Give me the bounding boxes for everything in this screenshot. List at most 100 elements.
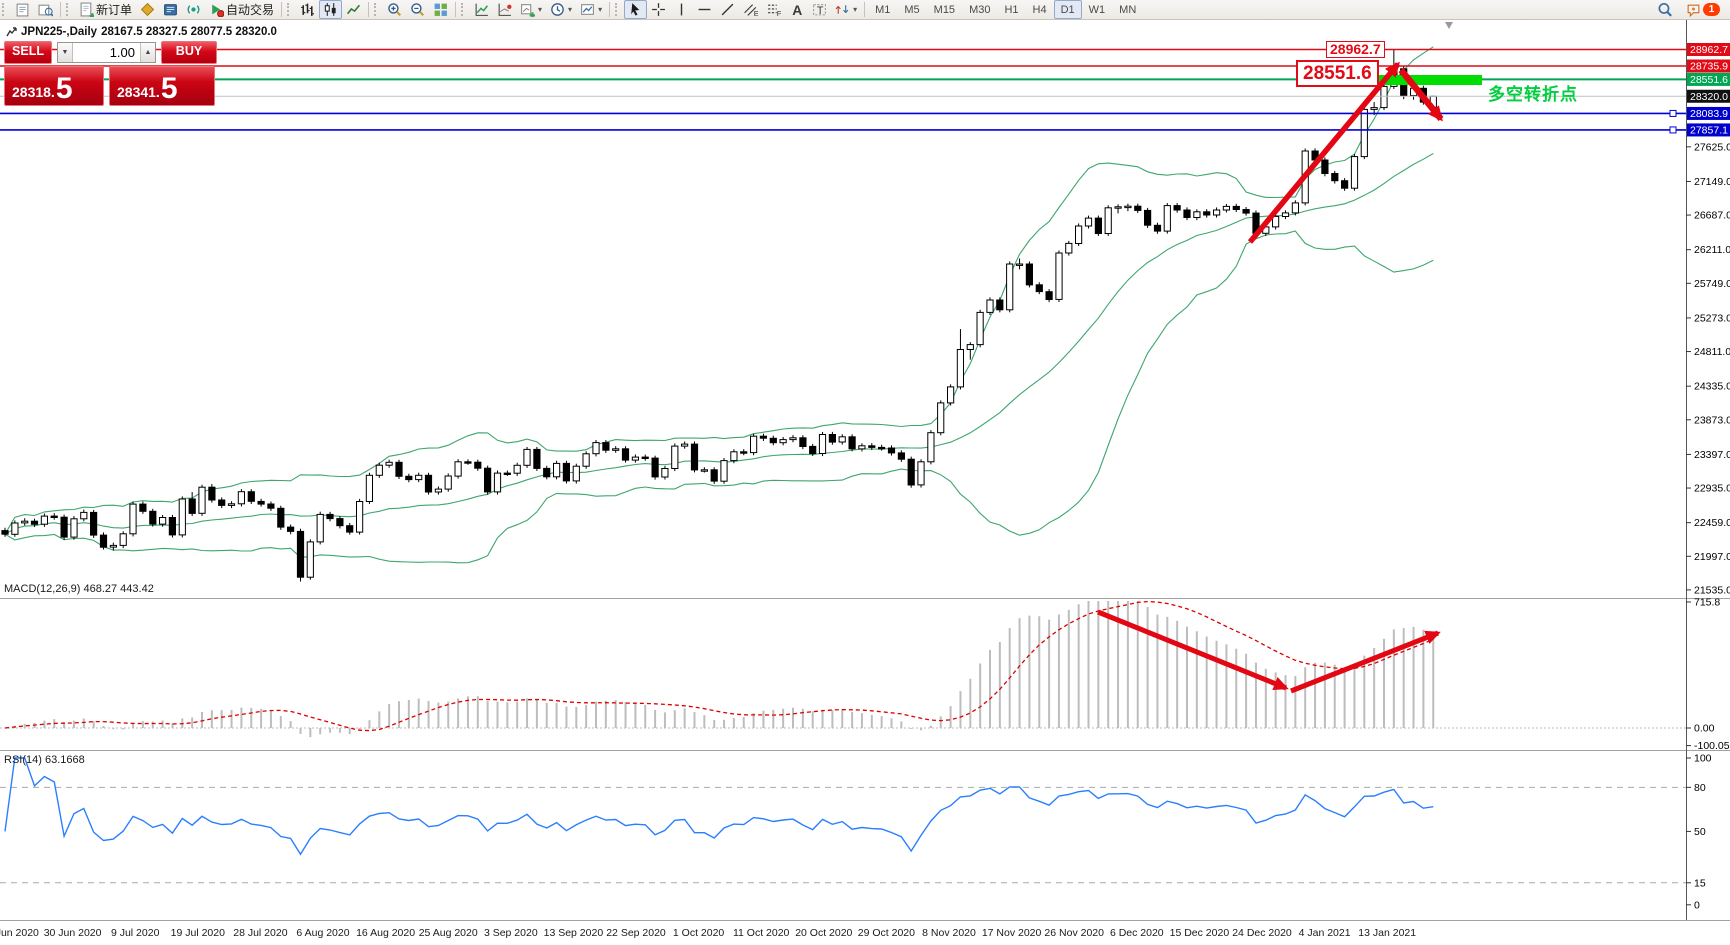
new-order-button[interactable]: 新订单: [75, 0, 136, 19]
timeframe-mn-button[interactable]: MN: [1119, 3, 1137, 16]
svg-text:9 Jul 2020: 9 Jul 2020: [111, 927, 160, 939]
svg-text:24 Dec 2020: 24 Dec 2020: [1232, 927, 1292, 939]
periods-button[interactable]: ▾: [546, 0, 576, 19]
arrows-button[interactable]: ▾: [831, 0, 861, 19]
toolbar-group-handle[interactable]: [615, 3, 622, 16]
search-button[interactable]: [1653, 0, 1676, 19]
search-icon: [1658, 2, 1672, 17]
svg-text:16 Aug 2020: 16 Aug 2020: [356, 927, 415, 939]
sell-button[interactable]: SELL: [4, 40, 52, 64]
notifications-icon: [1687, 4, 1700, 17]
profiles-button[interactable]: [11, 0, 34, 19]
time-axis[interactable]: 21 Jun 2020 30 Jun 2020 9 Jul 2020 19 Jul 2…: [0, 927, 1416, 939]
svg-text:15: 15: [1694, 877, 1706, 889]
timeframe-h4-button[interactable]: H4: [1032, 3, 1047, 16]
text-label-icon: T: [813, 4, 827, 17]
fibonacci-button[interactable]: F: [762, 0, 785, 19]
price-up-arrow[interactable]: [1247, 61, 1401, 244]
crosshair-button[interactable]: [647, 0, 670, 19]
indicators-button[interactable]: [470, 0, 493, 19]
toolbar-group-handle[interactable]: [66, 3, 73, 16]
svg-text:28551.6: 28551.6: [1690, 74, 1728, 86]
new-order-label: 新订单: [96, 3, 133, 17]
timeframe-w1-button[interactable]: W1: [1088, 3, 1106, 16]
macd-down-arrow[interactable]: [1097, 609, 1289, 691]
indicators-list-button[interactable]: [493, 0, 516, 19]
chart-title-ohlc: 28167.5 28327.5 28077.5 28320.0: [101, 26, 277, 38]
svg-text:6 Dec 2020: 6 Dec 2020: [1110, 927, 1164, 939]
zoom-out-button[interactable]: [406, 0, 429, 19]
vertical-line-button[interactable]: [670, 0, 693, 19]
autotrading-button[interactable]: 自动交易: [205, 0, 278, 19]
toolbar-group-handle[interactable]: [287, 3, 294, 16]
svg-text:21 Jun 2020: 21 Jun 2020: [0, 927, 39, 939]
bar-chart-button[interactable]: [296, 0, 319, 19]
timeframe-h1-button[interactable]: H1: [1004, 3, 1019, 16]
toolbar-group-handle[interactable]: [2, 3, 9, 16]
periods-dropdown-icon[interactable]: ▾: [568, 5, 573, 14]
fibonacci-icon: F: [768, 4, 781, 17]
level-price-annotation[interactable]: 28551.6: [1296, 60, 1379, 87]
volume-decrease-button[interactable]: ▼: [58, 42, 73, 62]
metaeditor-button[interactable]: [136, 0, 159, 19]
pane-separators[interactable]: [0, 598, 1730, 921]
svg-text:28 Jul 2020: 28 Jul 2020: [233, 927, 287, 939]
timeframe-m15-button[interactable]: M15: [933, 3, 956, 16]
cursor-button[interactable]: [624, 0, 648, 19]
new-order-icon: [80, 2, 94, 17]
toolbar-group-handle[interactable]: [461, 3, 468, 16]
data-window-button[interactable]: [34, 0, 57, 19]
svg-text:30 Jun 2020: 30 Jun 2020: [44, 927, 102, 939]
text-icon: A: [792, 2, 802, 17]
timeframe-d1-button[interactable]: D1: [1053, 0, 1082, 19]
toolbar-group-handle[interactable]: [374, 3, 381, 16]
terminal-button[interactable]: [159, 0, 182, 19]
macd-up-arrow[interactable]: [1290, 630, 1441, 694]
price-axis[interactable]: 27625.0 27149.0 26687.0 26211.0 25749.0 25273…: [1686, 43, 1730, 596]
chart-shift-marker[interactable]: [1445, 22, 1453, 29]
rsi-pane: 100 80 50 15 0: [0, 753, 1712, 911]
svg-text:28320.0: 28320.0: [1690, 91, 1728, 103]
horizontal-line-button[interactable]: [693, 0, 716, 19]
svg-text:23873.0: 23873.0: [1694, 414, 1730, 426]
timeframe-m30-button[interactable]: M30: [969, 3, 991, 16]
turning-point-text[interactable]: 多空转折点: [1488, 85, 1578, 104]
main-toolbar: 新订单 自动交易 ▾ ▾ ▾ E F A T ▾ M1 M5 M15 M30 H1 H4 D1 W1 MN 1: [0, 0, 1730, 20]
candlestick-chart-button[interactable]: [319, 0, 343, 19]
buy-price-panel[interactable]: 28341. 5: [109, 66, 215, 106]
svg-text:1 Oct 2020: 1 Oct 2020: [673, 927, 725, 939]
horizontal-line-icon: [698, 8, 711, 11]
volume-increase-button[interactable]: ▲: [140, 42, 155, 62]
timeframe-m5-button[interactable]: M5: [904, 3, 920, 16]
svg-text:21997.0: 21997.0: [1694, 551, 1730, 563]
sell-price-panel[interactable]: 28318. 5: [4, 66, 104, 106]
arrows-dropdown-icon[interactable]: ▾: [853, 5, 858, 14]
svg-text:100: 100: [1694, 753, 1712, 765]
line-chart-button[interactable]: [342, 0, 365, 19]
equidistant-channel-button[interactable]: E: [739, 0, 762, 19]
volume-spinner: ▼ ▲: [57, 41, 156, 63]
svg-text:4 Jan 2021: 4 Jan 2021: [1299, 927, 1351, 939]
signals-button[interactable]: [182, 0, 205, 19]
toolbar-separator: [455, 2, 457, 17]
timeframe-m1-button[interactable]: M1: [875, 3, 891, 16]
horizontal-lines[interactable]: [0, 48, 1686, 134]
trendline-button[interactable]: [716, 0, 739, 19]
tile-windows-icon: [434, 3, 447, 16]
tile-windows-button[interactable]: [429, 0, 452, 19]
text-button[interactable]: A: [785, 0, 808, 19]
price-down-arrow[interactable]: [1398, 67, 1444, 122]
buy-button[interactable]: BUY: [161, 40, 217, 64]
candlestick-chart-icon: [324, 3, 336, 16]
add-indicator-button[interactable]: ▾: [516, 0, 546, 19]
templates-button[interactable]: ▾: [576, 0, 606, 19]
volume-input[interactable]: [73, 42, 140, 62]
add-indicator-dropdown-icon[interactable]: ▾: [538, 5, 543, 14]
zoom-in-button[interactable]: [383, 0, 406, 19]
svg-text:F: F: [777, 9, 781, 17]
text-label-button[interactable]: T: [808, 0, 831, 19]
notifications-button[interactable]: 1: [1682, 0, 1724, 19]
templates-dropdown-icon[interactable]: ▾: [598, 5, 603, 14]
high-price-annotation[interactable]: 28962.7: [1326, 41, 1385, 58]
